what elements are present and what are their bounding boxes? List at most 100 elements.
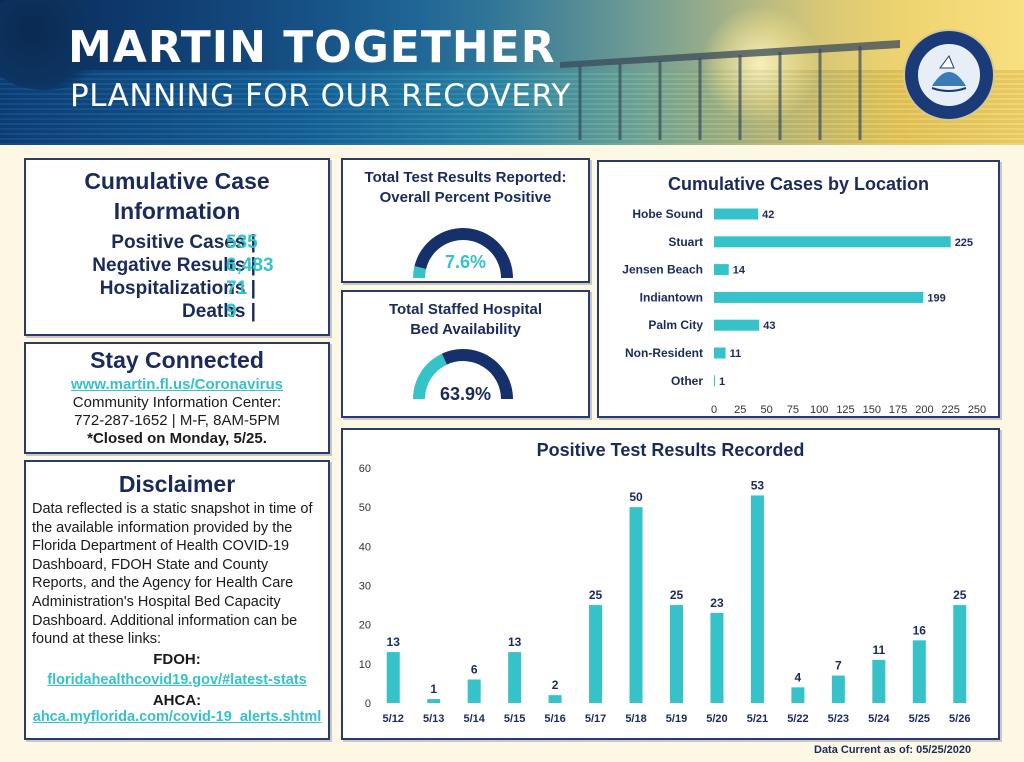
daily-positive-bar	[953, 605, 967, 703]
y-tick-label: 20	[359, 620, 371, 632]
coronavirus-link[interactable]: www.martin.fl.us/Coronavirus	[71, 376, 283, 393]
daily-positive-bar	[386, 652, 400, 703]
date-tick-label: 5/23	[828, 713, 849, 725]
daily-value-label: 50	[629, 490, 643, 504]
location-bar	[714, 264, 729, 276]
cases-by-location-chart: Hobe Sound 42 Stuart 225 Jensen Beach 14 India…	[622, 207, 986, 416]
banner-title: MARTIN TOGETHER	[68, 22, 556, 73]
bed-availability-title-line2: Bed Availability	[410, 321, 521, 338]
daily-positive-bar	[750, 495, 764, 703]
disclaimer-panel: Disclaimer Data reflected is a static sn…	[24, 460, 330, 740]
y-tick-label: 40	[359, 541, 371, 553]
ahca-link[interactable]: ahca.myflorida.com/covid-19_alerts.shtml	[32, 708, 322, 725]
banner-sun	[700, 5, 820, 125]
daily-value-label: 13	[508, 635, 522, 649]
daily-value-label: 16	[913, 623, 927, 637]
daily-value-label: 23	[710, 596, 724, 610]
x-tick-label: 0	[711, 404, 717, 416]
y-tick-label: 10	[359, 659, 371, 671]
percent-positive-title-line2: Overall Percent Positive	[379, 189, 552, 206]
case-info-panel: Cumulative Case Information Positive Cas…	[24, 158, 330, 336]
location-bar	[714, 208, 759, 220]
banner-sky	[0, 0, 1024, 70]
y-tick-label: 0	[365, 698, 371, 710]
x-tick-label: 125	[836, 404, 854, 416]
location-bar	[714, 347, 726, 359]
closed-note: *Closed on Monday, 5/25.	[87, 430, 267, 447]
daily-value-label: 4	[795, 670, 802, 684]
location-value-label: 43	[763, 320, 775, 332]
location-label: Palm City	[648, 318, 703, 332]
daily-positive-bar	[467, 679, 481, 703]
location-label: Indiantown	[640, 290, 703, 304]
daily-value-label: 53	[751, 478, 765, 492]
date-tick-label: 5/22	[787, 713, 808, 725]
x-tick-label: 200	[915, 404, 933, 416]
date-tick-label: 5/25	[909, 713, 930, 725]
daily-value-label: 7	[835, 659, 842, 673]
date-tick-label: 5/13	[423, 713, 444, 725]
deaths-value: 9	[226, 301, 237, 322]
daily-value-label: 25	[670, 588, 684, 602]
location-value-label: 225	[955, 237, 973, 249]
location-bar	[714, 375, 716, 387]
location-bar	[714, 319, 760, 331]
percent-positive-title: Total Test Results Reported: Overall Per…	[343, 168, 588, 208]
location-bar	[714, 291, 924, 303]
date-tick-label: 5/19	[666, 713, 687, 725]
x-tick-label: 250	[968, 404, 986, 416]
daily-positive-bar	[670, 605, 683, 703]
bed-availability-panel: Total Staffed Hospital Bed Availability …	[341, 290, 590, 418]
bed-availability-remaining-arc	[441, 349, 513, 399]
y-tick-label: 30	[359, 581, 371, 593]
pier-illustration	[560, 40, 900, 140]
county-seal-icon	[903, 29, 995, 121]
daily-positive-bar	[629, 507, 643, 703]
daily-positive-bar	[710, 612, 724, 703]
location-label: Non-Resident	[625, 346, 703, 360]
disclaimer-text: Data reflected is a static snapshot in t…	[32, 501, 313, 648]
bed-availability-title: Total Staffed Hospital Bed Availability	[343, 300, 588, 340]
positive-results-chart: 0 10 20 30 40 50 60 13 5/12 1 5/13 6 5/14 13 5/15 2 5/16…	[359, 463, 971, 725]
percent-positive-gauge	[413, 228, 513, 278]
location-label: Stuart	[668, 235, 703, 249]
percent-positive-remaining-arc	[414, 228, 513, 278]
date-tick-label: 5/20	[706, 713, 727, 725]
date-tick-label: 5/14	[463, 713, 485, 725]
stay-connected-title: Stay Connected	[90, 347, 264, 373]
date-tick-label: 5/16	[544, 713, 565, 725]
x-tick-label: 175	[889, 404, 907, 416]
x-tick-label: 100	[810, 404, 828, 416]
location-label: Hobe Sound	[632, 207, 703, 221]
x-tick-label: 150	[863, 404, 881, 416]
daily-value-label: 2	[552, 678, 559, 692]
location-value-label: 11	[730, 348, 742, 360]
percent-positive-title-line1: Total Test Results Reported:	[364, 169, 567, 186]
banner-water	[0, 70, 1024, 145]
daily-value-label: 6	[471, 663, 478, 677]
y-tick-label: 60	[359, 463, 371, 475]
location-value-label: 1	[719, 376, 725, 388]
location-value-label: 42	[762, 209, 774, 221]
date-tick-label: 5/21	[747, 713, 768, 725]
fdoh-label: FDOH:	[153, 650, 201, 668]
daily-positive-bar	[508, 652, 522, 703]
date-tick-label: 5/24	[868, 713, 890, 725]
daily-positive-bar	[831, 675, 845, 703]
date-tick-label: 5/15	[504, 713, 525, 725]
hospitalizations-value: 71	[226, 278, 248, 299]
date-tick-label: 5/18	[625, 713, 646, 725]
info-center-label: Community Information Center:	[72, 394, 282, 411]
banner-subtitle: PLANNING FOR OUR RECOVERY	[70, 78, 571, 114]
date-tick-label: 5/17	[585, 713, 606, 725]
positive-results-title: Positive Test Results Recorded	[536, 440, 805, 460]
positive-results-panel: Positive Test Results Recorded 0 10 20 30 40…	[341, 428, 1000, 740]
percent-positive-filled-arc	[413, 266, 427, 278]
fdoh-link[interactable]: floridahealthcovid19.gov/#latest-stats	[47, 671, 307, 688]
daily-value-label: 13	[387, 635, 401, 649]
hospitalizations-label: Hospitalizations |	[99, 278, 256, 299]
location-value-label: 199	[927, 292, 945, 304]
header-banner: MARTIN TOGETHER PLANNING FOR OUR RECOVER…	[0, 0, 1024, 145]
x-tick-label: 225	[942, 404, 960, 416]
case-info-title: Cumulative Case	[84, 168, 270, 194]
